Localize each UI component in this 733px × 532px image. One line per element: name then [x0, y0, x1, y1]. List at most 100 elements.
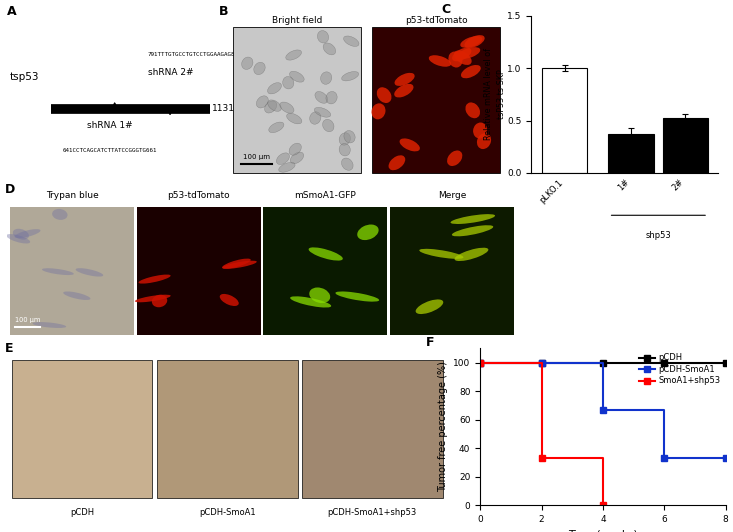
Ellipse shape: [15, 229, 40, 238]
Ellipse shape: [309, 247, 343, 261]
Ellipse shape: [429, 55, 451, 66]
Ellipse shape: [454, 51, 471, 65]
Ellipse shape: [276, 153, 290, 164]
Ellipse shape: [12, 229, 29, 239]
Ellipse shape: [314, 107, 331, 117]
Ellipse shape: [465, 103, 480, 118]
Ellipse shape: [280, 102, 294, 113]
Ellipse shape: [339, 144, 350, 156]
Bar: [663, 119, 708, 173]
Line: pCDH: pCDH: [477, 360, 729, 365]
pCDH: [598, 360, 607, 366]
Ellipse shape: [268, 82, 281, 94]
Ellipse shape: [419, 249, 463, 259]
Bar: [233, 27, 361, 173]
Text: 641CCTCAGCATCTTATCCGGGTG661: 641CCTCAGCATCTTATCCGGGTG661: [63, 148, 158, 153]
Text: pCDH-SmoA1+shp53: pCDH-SmoA1+shp53: [328, 509, 417, 517]
Ellipse shape: [309, 112, 321, 124]
Text: 1131: 1131: [212, 104, 235, 113]
Text: Bright field: Bright field: [272, 16, 322, 25]
Text: A: A: [7, 5, 17, 18]
Ellipse shape: [452, 225, 493, 236]
pCDH-SmoA1: [660, 455, 668, 462]
Ellipse shape: [286, 50, 301, 60]
Ellipse shape: [344, 130, 356, 143]
Ellipse shape: [269, 122, 284, 132]
Ellipse shape: [287, 113, 302, 124]
Ellipse shape: [268, 100, 281, 111]
Legend: pCDH, pCDH-SmoA1, SmoA1+shp53: pCDH, pCDH-SmoA1, SmoA1+shp53: [638, 353, 721, 386]
Ellipse shape: [454, 248, 488, 261]
Y-axis label: Relative mRNA level of
tsP53 ts-SKP: Relative mRNA level of tsP53 ts-SKP: [485, 48, 506, 140]
Text: C: C: [442, 3, 451, 16]
Text: pCDH-SmoA1: pCDH-SmoA1: [199, 509, 256, 517]
Ellipse shape: [461, 65, 481, 78]
X-axis label: Time (weeks): Time (weeks): [568, 530, 638, 532]
Ellipse shape: [257, 96, 268, 108]
Ellipse shape: [290, 296, 331, 307]
Ellipse shape: [388, 155, 405, 170]
Ellipse shape: [32, 322, 66, 328]
Text: F: F: [426, 336, 435, 349]
SmoA1+shp53: [537, 455, 546, 462]
Ellipse shape: [220, 294, 239, 306]
Y-axis label: Tumor free percentage (%): Tumor free percentage (%): [438, 361, 448, 493]
Text: shp53: shp53: [645, 231, 671, 240]
Ellipse shape: [339, 133, 350, 145]
Ellipse shape: [394, 73, 415, 86]
Ellipse shape: [372, 103, 386, 119]
Text: B: B: [219, 5, 229, 18]
Ellipse shape: [452, 48, 471, 61]
Ellipse shape: [42, 268, 74, 275]
Ellipse shape: [473, 122, 487, 138]
Ellipse shape: [447, 151, 463, 166]
Ellipse shape: [7, 234, 30, 244]
Text: p53-tdTomato: p53-tdTomato: [167, 192, 230, 201]
pCDH: [476, 360, 485, 366]
Text: p53-tdTomato: p53-tdTomato: [405, 16, 468, 25]
Ellipse shape: [290, 152, 303, 164]
Bar: [542, 68, 587, 173]
Bar: [10, 206, 134, 335]
Ellipse shape: [460, 36, 482, 48]
Text: pCDH: pCDH: [70, 509, 94, 517]
Ellipse shape: [399, 138, 420, 152]
Ellipse shape: [290, 71, 304, 82]
Ellipse shape: [222, 259, 251, 269]
Ellipse shape: [344, 36, 359, 46]
Ellipse shape: [326, 92, 337, 104]
Ellipse shape: [477, 133, 491, 149]
Line: pCDH-SmoA1: pCDH-SmoA1: [477, 360, 729, 461]
Ellipse shape: [416, 300, 443, 314]
Ellipse shape: [342, 71, 358, 81]
Text: 100 μm: 100 μm: [243, 154, 270, 160]
SmoA1+shp53: [598, 502, 607, 509]
Ellipse shape: [135, 295, 171, 302]
Ellipse shape: [449, 52, 463, 68]
Bar: [608, 134, 654, 173]
pCDH-SmoA1: [476, 360, 485, 366]
Text: E: E: [5, 343, 14, 355]
Bar: [372, 27, 500, 173]
Ellipse shape: [254, 62, 265, 74]
Bar: [136, 206, 261, 335]
Text: Trypan blue: Trypan blue: [45, 192, 98, 201]
Ellipse shape: [279, 162, 295, 172]
Ellipse shape: [75, 268, 103, 277]
Text: shRNA 1#: shRNA 1#: [87, 121, 133, 130]
Ellipse shape: [139, 275, 171, 284]
Ellipse shape: [317, 30, 328, 43]
Ellipse shape: [242, 57, 253, 70]
Ellipse shape: [458, 47, 480, 59]
Line: SmoA1+shp53: SmoA1+shp53: [477, 360, 605, 508]
Bar: [157, 360, 298, 498]
Ellipse shape: [52, 209, 67, 220]
Ellipse shape: [315, 92, 328, 103]
Ellipse shape: [323, 43, 336, 55]
Ellipse shape: [309, 287, 330, 303]
Ellipse shape: [465, 35, 485, 48]
Text: 100 μm: 100 μm: [15, 317, 40, 323]
SmoA1+shp53: [476, 360, 485, 366]
pCDH: [721, 360, 730, 366]
Text: mSmoA1-GFP: mSmoA1-GFP: [295, 192, 356, 201]
